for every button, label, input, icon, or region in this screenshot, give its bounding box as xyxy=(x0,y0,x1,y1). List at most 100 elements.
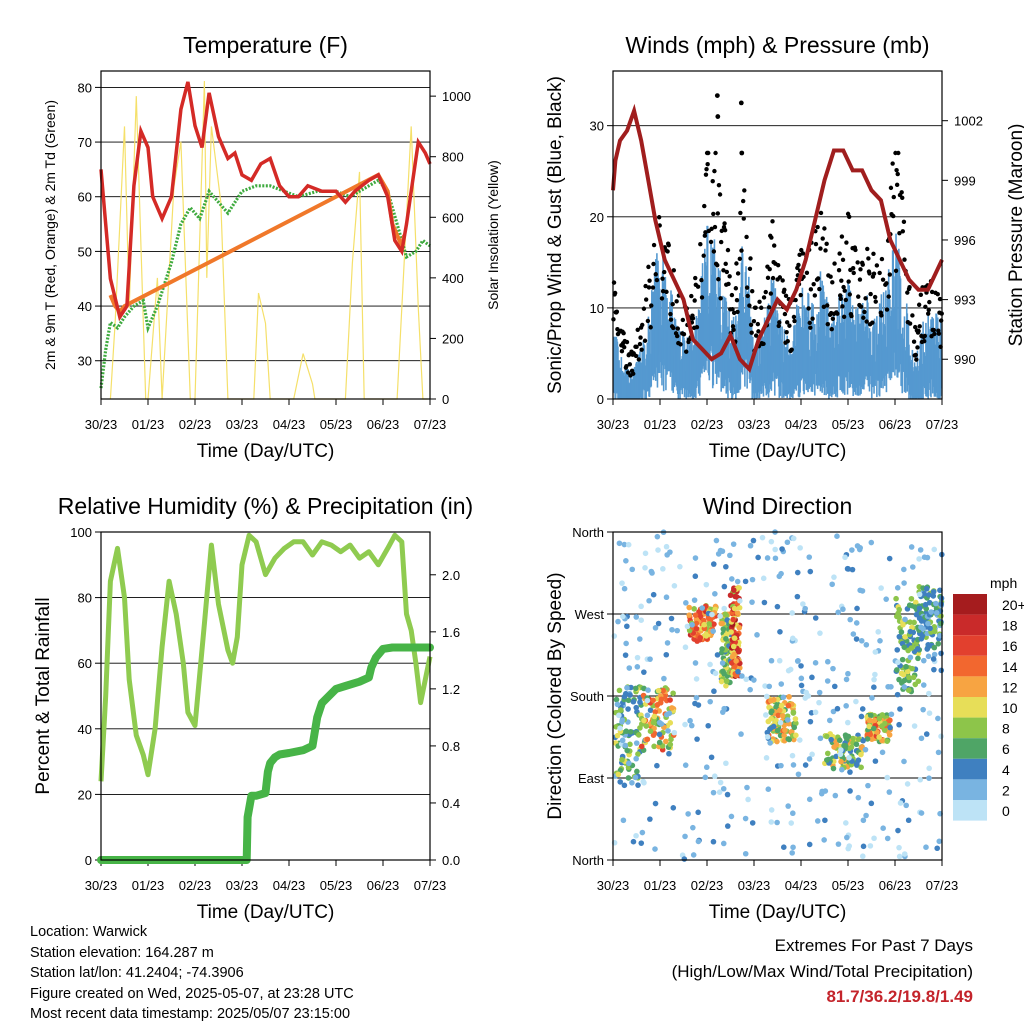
direction-point xyxy=(711,688,717,695)
y2-axis-label: Station Pressure (Maroon) xyxy=(1006,124,1024,347)
gust-point xyxy=(897,230,902,236)
legend-label: 4 xyxy=(1002,762,1010,778)
legend-swatch xyxy=(953,676,987,697)
gust-point xyxy=(734,297,740,303)
y2-tick-label: 800 xyxy=(442,150,464,165)
direction-point xyxy=(831,574,837,580)
gust-point xyxy=(656,215,662,220)
direction-point xyxy=(901,580,907,586)
direction-point xyxy=(926,690,932,697)
gust-point xyxy=(855,260,860,265)
direction-point xyxy=(863,812,869,819)
gust-point xyxy=(804,270,810,275)
gust-point xyxy=(636,357,642,362)
gust-point xyxy=(640,322,645,328)
direction-point xyxy=(853,741,860,748)
y2-tick-label: 1002 xyxy=(954,114,983,129)
direction-point xyxy=(643,723,650,729)
gust-point xyxy=(670,301,675,307)
direction-point xyxy=(904,781,911,787)
direction-points xyxy=(611,529,945,862)
gust-point xyxy=(619,348,625,354)
direction-point xyxy=(930,593,937,599)
direction-point xyxy=(778,762,784,769)
gust-point xyxy=(863,296,868,301)
direction-point xyxy=(743,676,750,683)
direction-point xyxy=(638,603,644,610)
direction-point xyxy=(734,610,741,616)
direction-point xyxy=(925,641,932,648)
gust-point xyxy=(726,281,731,287)
direction-point xyxy=(798,675,805,682)
legend-swatch xyxy=(953,614,987,636)
direction-point xyxy=(797,545,803,551)
gust-point xyxy=(900,195,905,200)
gust-point xyxy=(841,314,847,320)
direction-point xyxy=(635,732,642,738)
y-tick-label: South xyxy=(570,689,604,704)
direction-point xyxy=(845,670,851,677)
direction-point xyxy=(624,685,630,691)
direction-point xyxy=(714,652,721,658)
direction-point xyxy=(840,606,846,613)
direction-point xyxy=(830,765,837,772)
direction-point xyxy=(881,727,888,733)
gust-point xyxy=(864,319,869,324)
gust-point xyxy=(647,278,652,283)
direction-point xyxy=(736,604,743,611)
direction-point xyxy=(785,736,792,742)
direction-point xyxy=(724,617,731,623)
direction-point xyxy=(772,555,779,562)
legend-swatch xyxy=(953,697,987,718)
direction-point xyxy=(812,709,819,716)
gust-point xyxy=(815,224,820,230)
direction-point xyxy=(874,729,880,735)
direction-point xyxy=(905,817,912,824)
gust-point xyxy=(812,293,818,298)
direction-point xyxy=(617,779,624,785)
direction-point xyxy=(645,687,651,694)
direction-point xyxy=(633,740,640,746)
gust-point xyxy=(916,328,921,334)
direction-point xyxy=(829,581,835,588)
gust-point xyxy=(829,327,834,332)
gust-point xyxy=(776,323,781,329)
direction-point xyxy=(718,678,725,685)
direction-point xyxy=(817,735,824,742)
direction-point xyxy=(652,709,659,715)
direction-point xyxy=(823,733,830,740)
direction-point xyxy=(717,779,724,786)
direction-point xyxy=(790,535,797,542)
direction-point xyxy=(793,732,799,739)
direction-point xyxy=(914,646,921,652)
gust-peak-point xyxy=(714,93,720,98)
direction-point xyxy=(814,818,821,824)
gust-point xyxy=(699,277,704,283)
gust-point xyxy=(780,278,785,283)
direction-point xyxy=(693,625,700,632)
direction-point xyxy=(903,802,910,809)
direction-point xyxy=(737,598,743,604)
direction-point xyxy=(770,723,777,730)
gust-point xyxy=(858,267,863,272)
direction-point xyxy=(847,788,853,794)
direction-point xyxy=(682,721,688,728)
direction-point xyxy=(854,605,860,612)
direction-point xyxy=(730,587,737,593)
gust-point xyxy=(742,188,747,193)
direction-point xyxy=(866,717,873,724)
direction-point xyxy=(859,853,866,860)
direction-point xyxy=(727,552,733,559)
gust-point xyxy=(837,251,842,256)
direction-point xyxy=(692,612,699,618)
gust-point xyxy=(787,323,792,328)
gust-point xyxy=(839,278,844,283)
direction-point xyxy=(667,741,674,748)
direction-point xyxy=(831,683,838,690)
direction-point xyxy=(826,717,833,724)
direction-point xyxy=(625,541,632,548)
direction-point xyxy=(674,627,681,634)
direction-point xyxy=(706,621,712,627)
gust-point xyxy=(813,241,819,247)
